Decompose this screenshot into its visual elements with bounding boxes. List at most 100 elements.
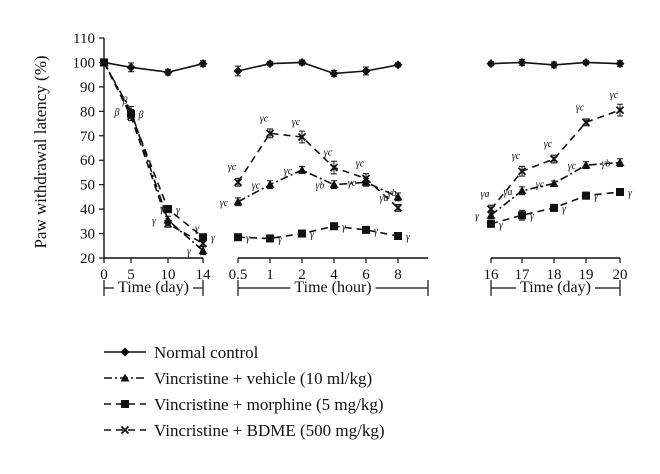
legend: Normal control Vincristine + vehicle (10 …: [104, 343, 385, 440]
y-tick-label: 20: [80, 251, 95, 267]
y-tick-label: 30: [80, 227, 95, 243]
significance-label: γa: [481, 189, 490, 200]
data-point: [393, 192, 403, 201]
significance-label: γc: [356, 159, 365, 170]
data-point: [265, 129, 275, 138]
significance-label: γc: [544, 139, 553, 150]
data-point: [198, 246, 208, 255]
significance-label: β: [114, 107, 120, 118]
data-point: [615, 105, 625, 115]
x-tick-label: 5: [127, 267, 135, 283]
legend-marker: [121, 400, 129, 408]
data-point: [517, 167, 527, 176]
series-layer: [99, 57, 625, 256]
data-point: [329, 68, 339, 78]
data-point: [265, 59, 275, 69]
x-tick-label: 20: [613, 267, 628, 283]
significance-label: γ: [176, 205, 181, 216]
significance-label: γ: [628, 188, 633, 199]
segment-axis-title: Time (day): [118, 279, 189, 296]
significance-label: γ: [475, 211, 480, 222]
x-tick-label: 0: [100, 267, 108, 283]
legend-label: Normal control: [154, 343, 259, 362]
data-point: [297, 57, 307, 67]
data-point: [581, 118, 591, 127]
significance-label: β: [122, 96, 128, 107]
significance-label: γb: [316, 181, 325, 192]
significance-label: γc: [568, 161, 577, 172]
y-tick-label: 80: [80, 104, 95, 120]
data-point: [581, 57, 591, 67]
data-point: [549, 178, 559, 187]
data-point: [199, 233, 207, 242]
data-point: [549, 60, 559, 70]
data-point: [486, 59, 496, 69]
significance-label: γ: [374, 226, 379, 237]
series-line: [103, 61, 204, 74]
data-point: [361, 174, 371, 183]
data-point: [549, 154, 559, 164]
significance-label: γc: [324, 148, 333, 159]
y-tick-label: 110: [73, 31, 95, 47]
significance-label: γ: [195, 223, 200, 234]
significance-label: γ: [499, 220, 504, 231]
significance-label: γ: [406, 232, 411, 243]
data-point: [393, 203, 403, 213]
significance-label: γ: [187, 247, 192, 258]
legend-label: Vincristine + vehicle (10 ml/kg): [154, 369, 372, 388]
data-point: [298, 229, 306, 238]
data-point: [233, 178, 243, 187]
data-point: [163, 219, 173, 228]
segment-axis-title: Time (day): [520, 279, 591, 296]
data-point: [616, 188, 624, 196]
data-point: [486, 204, 496, 214]
x-tick-label: 18: [547, 267, 562, 283]
significance-label: γa: [504, 187, 513, 198]
significance-label: γc: [284, 166, 293, 177]
data-point: [329, 180, 339, 189]
data-point: [615, 59, 625, 69]
data-point: [518, 211, 526, 220]
data-point: [233, 66, 243, 76]
significance-label: γ: [278, 234, 283, 245]
data-point: [486, 210, 496, 219]
series-line: [237, 225, 399, 240]
significance-label: γ: [594, 192, 599, 203]
series-line: [237, 169, 399, 203]
x-tick-label: 14: [196, 267, 212, 283]
data-point: [198, 239, 208, 248]
significance-label: γb: [602, 159, 611, 170]
significance-label: γ: [342, 222, 347, 233]
data-point: [164, 205, 172, 214]
x-tick-label: 2: [298, 267, 306, 283]
x-tick-label: 1: [266, 267, 274, 283]
data-point: [582, 191, 590, 200]
significance-label: γ: [310, 230, 315, 241]
data-point: [126, 62, 136, 72]
legend-marker: [120, 425, 130, 435]
data-point: [297, 132, 307, 142]
data-point: [265, 180, 275, 189]
x-tick-label: 8: [394, 267, 402, 283]
significance-label: γc: [220, 198, 229, 209]
x-tick-label: 10: [161, 267, 176, 283]
x-tick-label: 4: [330, 267, 338, 283]
legend-label: Vincristine + BDME (500 mg/kg): [154, 421, 385, 440]
data-point: [362, 225, 370, 234]
y-tick-label: 40: [80, 202, 95, 218]
significance-label: γa: [380, 193, 389, 204]
y-tick-label: 70: [80, 129, 95, 145]
data-point: [126, 112, 136, 121]
data-point: [99, 58, 109, 67]
series-line: [237, 132, 399, 209]
significance-label: γ: [152, 216, 157, 227]
data-point: [198, 59, 208, 69]
y-axis-title: Paw withdrawal latency (%): [31, 55, 50, 248]
x-tick-label: 0.5: [229, 267, 248, 283]
significance-label: γc: [228, 162, 237, 173]
data-point: [233, 197, 243, 206]
significance-label: γ: [530, 211, 535, 222]
data-point: [297, 165, 307, 174]
legend-label: Vincristine + morphine (5 mg/kg): [154, 395, 384, 414]
